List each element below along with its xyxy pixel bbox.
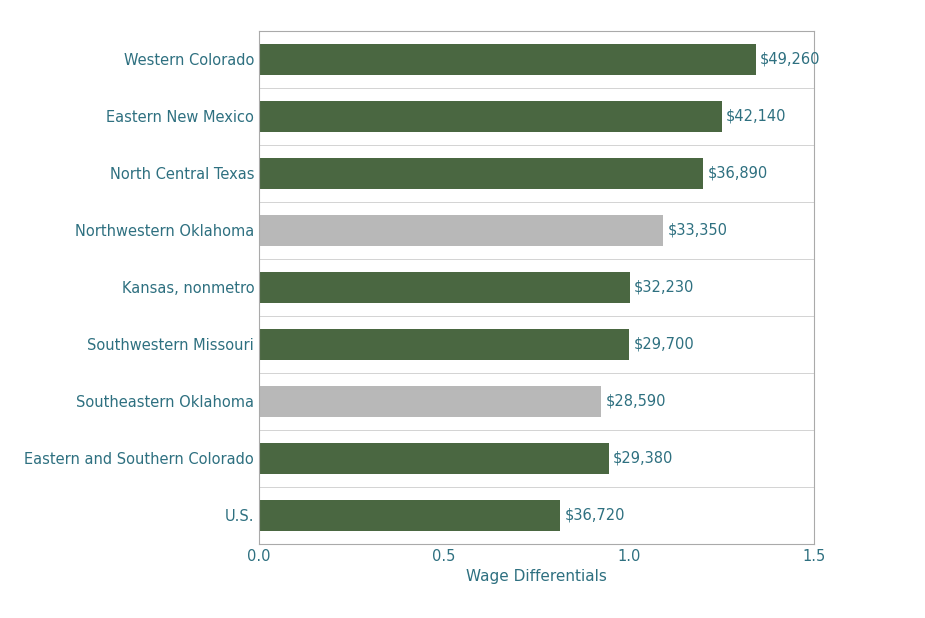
Bar (259, 44, 756, 75)
Bar (259, 386, 601, 417)
Text: $33,350: $33,350 (668, 223, 728, 238)
X-axis label: Wage Differentials: Wage Differentials (466, 569, 607, 584)
Bar (259, 214, 663, 246)
Bar (259, 500, 560, 531)
Bar (259, 329, 629, 360)
Text: $29,700: $29,700 (634, 337, 694, 352)
Bar (259, 158, 703, 189)
Bar (259, 101, 722, 132)
Text: $36,720: $36,720 (564, 508, 624, 523)
Text: $32,230: $32,230 (635, 280, 695, 295)
Text: $49,260: $49,260 (760, 52, 820, 67)
Text: $42,140: $42,140 (726, 109, 786, 124)
Text: $36,890: $36,890 (708, 166, 768, 181)
Bar (259, 272, 630, 303)
Bar (259, 442, 609, 474)
Text: $29,380: $29,380 (613, 451, 673, 466)
Text: $28,590: $28,590 (605, 394, 666, 409)
